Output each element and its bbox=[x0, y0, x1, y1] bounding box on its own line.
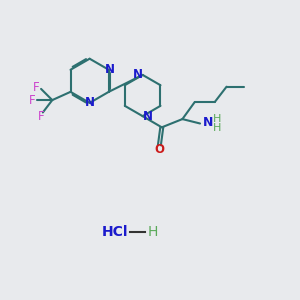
Text: O: O bbox=[154, 143, 164, 156]
Text: H: H bbox=[147, 225, 158, 239]
Text: N: N bbox=[133, 68, 142, 81]
Text: H: H bbox=[212, 114, 221, 124]
Text: N: N bbox=[85, 96, 94, 110]
Text: HCl: HCl bbox=[101, 225, 128, 239]
Text: N: N bbox=[105, 63, 115, 76]
Text: F: F bbox=[28, 94, 35, 106]
Text: N: N bbox=[203, 116, 213, 129]
Text: N: N bbox=[142, 110, 153, 123]
Text: F: F bbox=[38, 110, 45, 123]
Text: H: H bbox=[212, 123, 221, 133]
Text: F: F bbox=[33, 81, 39, 94]
